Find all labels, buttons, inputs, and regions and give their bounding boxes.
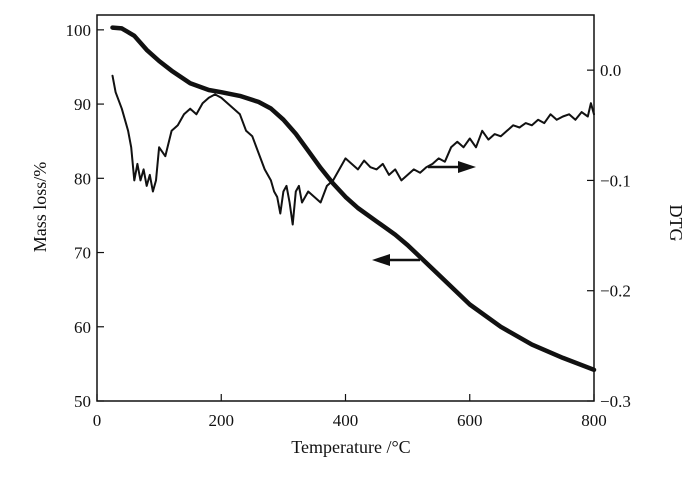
x-axis-title: Temperature /°C bbox=[291, 437, 410, 457]
annotation-arrows bbox=[372, 161, 476, 266]
series-lines bbox=[113, 28, 595, 370]
y-left-tick-label: 80 bbox=[74, 169, 91, 188]
arrow-left-head bbox=[372, 254, 390, 266]
x-tick-label: 800 bbox=[581, 411, 607, 430]
arrow-right-head bbox=[458, 161, 476, 173]
x-tick-label: 200 bbox=[209, 411, 235, 430]
tga-dtg-chart: 0 200 400 600 800 50 60 70 80 90 100 0.0 −0.1 −0.2 −0.… bbox=[0, 0, 700, 481]
y-left-tick-label: 100 bbox=[66, 21, 92, 40]
ticks: 0 200 400 600 800 50 60 70 80 90 100 0.0 −0.1 −0.2 −0.… bbox=[66, 21, 631, 430]
y-right-tick-label: −0.1 bbox=[600, 171, 631, 190]
y-axis-title-left: Mass loss/% bbox=[30, 162, 50, 253]
x-tick-label: 400 bbox=[333, 411, 359, 430]
y-left-tick-label: 90 bbox=[74, 95, 91, 114]
y-left-tick-label: 70 bbox=[74, 244, 91, 263]
y-right-tick-label: 0.0 bbox=[600, 61, 621, 80]
y-axis-title-right: DTG bbox=[666, 205, 686, 242]
mass-loss-line bbox=[113, 28, 595, 370]
y-left-tick-label: 60 bbox=[74, 318, 91, 337]
y-right-tick-label: −0.3 bbox=[600, 392, 631, 411]
y-left-tick-label: 50 bbox=[74, 392, 91, 411]
x-tick-label: 0 bbox=[93, 411, 102, 430]
y-right-tick-label: −0.2 bbox=[600, 282, 631, 301]
x-tick-label: 600 bbox=[457, 411, 483, 430]
